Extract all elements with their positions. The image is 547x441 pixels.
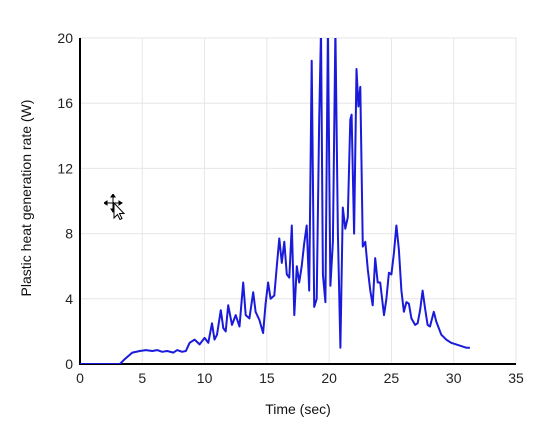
- x-tick-label: 15: [259, 370, 275, 386]
- x-axis-title: Time (sec): [265, 401, 331, 417]
- y-tick-label: 4: [65, 291, 73, 307]
- x-tick-label: 5: [138, 370, 146, 386]
- series: [80, 38, 470, 364]
- series-line: [80, 38, 470, 364]
- y-tick-label: 0: [65, 356, 73, 372]
- y-tick-label: 20: [57, 30, 73, 46]
- y-tick-label: 12: [57, 160, 73, 176]
- y-axis-title: Plastic heat generation rate (W): [18, 100, 34, 297]
- x-tick-label: 0: [76, 370, 84, 386]
- axes: [79, 38, 516, 365]
- x-tick-label: 35: [508, 370, 524, 386]
- y-tick-label: 16: [57, 95, 73, 111]
- gridlines: [80, 37, 517, 364]
- tick-labels: 0 5 10 15 20 25 30 35 0 4 8 12 16 20: [57, 30, 524, 386]
- move-cursor-icon: [104, 194, 126, 220]
- x-tick-label: 10: [197, 370, 213, 386]
- y-tick-label: 8: [65, 226, 73, 242]
- x-tick-label: 25: [384, 370, 400, 386]
- x-tick-label: 20: [321, 370, 337, 386]
- x-tick-label: 30: [446, 370, 462, 386]
